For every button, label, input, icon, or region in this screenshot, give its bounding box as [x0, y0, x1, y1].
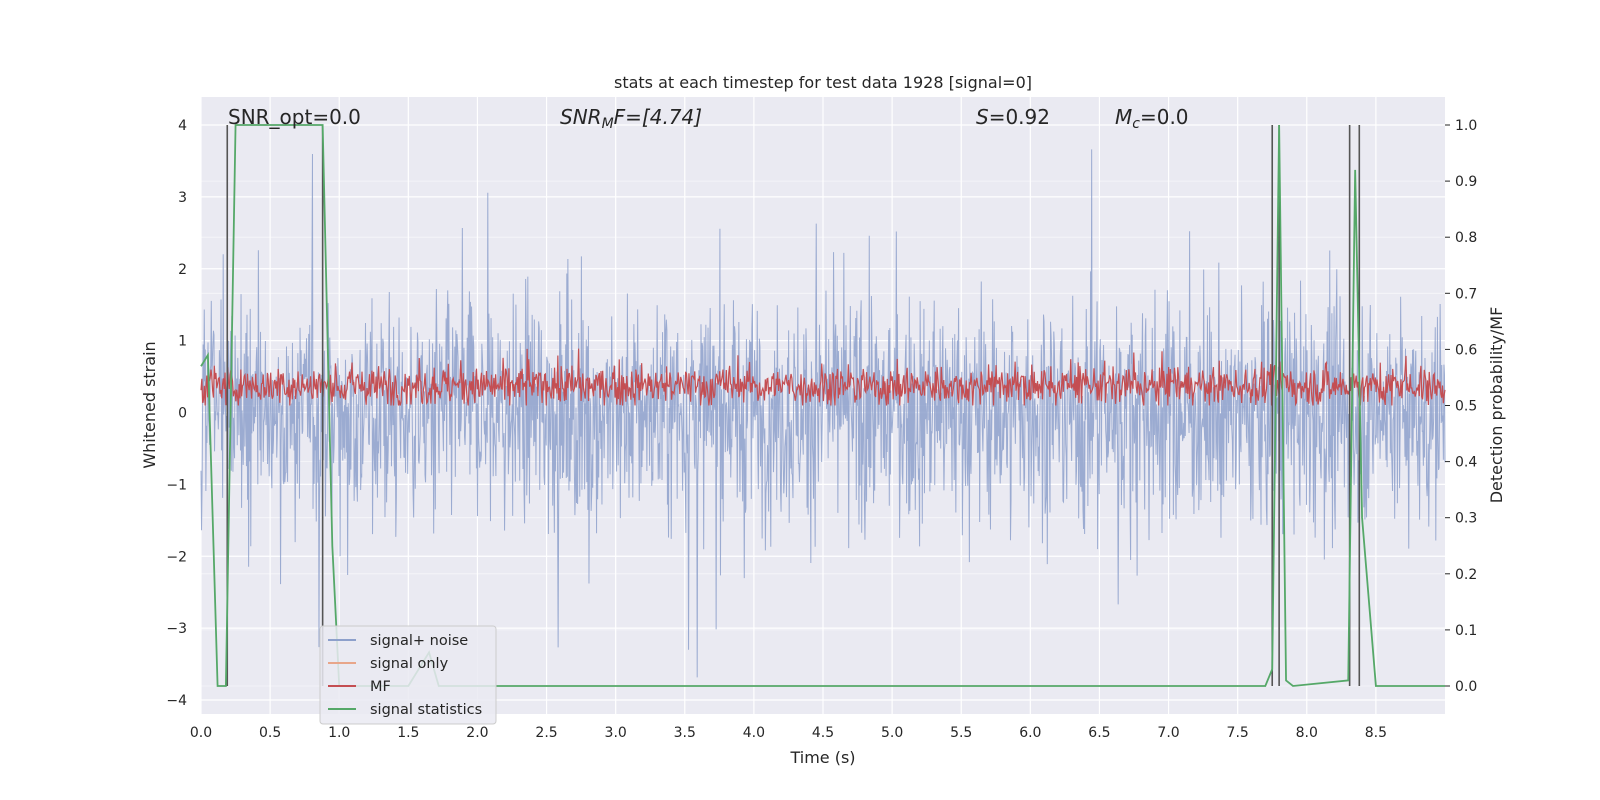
- x-tick-label: 8.0: [1296, 725, 1318, 741]
- annotation-mc-sub: c: [1132, 116, 1140, 132]
- y-left-tick-label: 3: [178, 190, 187, 206]
- x-axis-label: Time (s): [789, 748, 855, 767]
- line-mf: [200, 348, 1446, 407]
- annotation-s-letter: S: [976, 105, 989, 129]
- x-tick-label: 7.0: [1157, 725, 1179, 741]
- y-left-tick-label: 0: [178, 406, 187, 422]
- annotation-s-value: =0.92: [989, 105, 1050, 129]
- y-left-tick-label: 4: [178, 118, 187, 134]
- x-tick-label: 4.0: [743, 725, 765, 741]
- y-right-tick-label: 0.5: [1455, 399, 1477, 415]
- x-tick-label: 4.5: [812, 725, 834, 741]
- annotation-s-stat: S=0.92: [976, 105, 1050, 129]
- x-tick-label: 0.5: [259, 725, 281, 741]
- y-left-tick-label: −1: [166, 477, 187, 493]
- annotation-mc-letter: M: [1115, 105, 1132, 129]
- y-left-tick-label: 2: [178, 262, 187, 278]
- y-right-tick-label: 0.3: [1455, 511, 1477, 527]
- y-left-axis-ticks: −4 −3 −2 −1 0 1 2 3 4: [166, 118, 187, 709]
- y-left-tick-label: 1: [178, 334, 187, 350]
- x-tick-label: 2.5: [535, 725, 557, 741]
- legend-item-mf: MF: [370, 679, 391, 695]
- x-tick-label: 0.0: [190, 725, 212, 741]
- x-tick-label: 3.5: [674, 725, 696, 741]
- y-right-tick-label: 0.9: [1455, 174, 1477, 190]
- x-tick-label: 6.0: [1019, 725, 1041, 741]
- x-axis-ticks: 0.0 0.5 1.0 1.5 2.0 2.5 3.0 3.5 4.0 4.5 5.0 5.5 6.0 6…: [190, 725, 1387, 741]
- x-tick-label: 6.5: [1088, 725, 1110, 741]
- x-tick-label: 8.5: [1365, 725, 1387, 741]
- y-right-tick-label: 0.1: [1455, 623, 1477, 639]
- series-mf: [200, 348, 1446, 407]
- x-tick-label: 2.0: [466, 725, 488, 741]
- y-right-tick-label: 0.0: [1455, 679, 1477, 695]
- y-right-tick-label: 0.2: [1455, 567, 1477, 583]
- y-right-tick-label: 1.0: [1455, 118, 1477, 134]
- x-tick-label: 3.0: [605, 725, 627, 741]
- legend: signal+ noise signal only MF signal stat…: [319, 625, 497, 725]
- y-left-tick-label: −4: [166, 693, 187, 709]
- legend-item-signal-statistics: signal statistics: [370, 702, 482, 718]
- y-right-axis-label: Detection probability/MF: [1487, 307, 1506, 504]
- y-left-tick-label: −3: [166, 621, 187, 637]
- y-left-tick-label: −2: [166, 549, 187, 565]
- legend-item-signal-only: signal only: [370, 656, 449, 672]
- y-left-axis-label: Whitened strain: [140, 341, 159, 468]
- y-right-tick-label: 0.4: [1455, 455, 1477, 471]
- x-tick-label: 7.5: [1227, 725, 1249, 741]
- annotation-snr-mf-base: SNR: [560, 105, 602, 129]
- annotation-snr-mf: SNRMF=[4.74]: [560, 105, 702, 132]
- legend-item-signal-noise: signal+ noise: [370, 633, 468, 649]
- y-right-tick-label: 0.8: [1455, 230, 1477, 246]
- annotation-snr-mf-sub: M: [602, 116, 614, 132]
- legend-box: [319, 625, 497, 725]
- x-tick-label: 5.0: [881, 725, 903, 741]
- y-right-tick-label: 0.7: [1455, 286, 1477, 302]
- x-tick-label: 1.5: [397, 725, 419, 741]
- x-tick-label: 1.0: [328, 725, 350, 741]
- y-right-tick-label: 0.6: [1455, 342, 1477, 358]
- annotation-snr-mf-tail: F=[4.74]: [614, 105, 702, 129]
- annotation-mc: Mc=0.0: [1115, 105, 1189, 132]
- chart-title: stats at each timestep for test data 192…: [614, 73, 1032, 92]
- x-tick-label: 5.5: [950, 725, 972, 741]
- annotation-snr-opt: SNR_opt=0.0: [228, 105, 361, 129]
- annotation-mc-value: =0.0: [1140, 105, 1189, 129]
- y-right-axis-ticks: 0.0 0.1 0.2 0.3 0.4 0.5 0.6 0.7 0.8 0.9 1.0: [1445, 118, 1477, 695]
